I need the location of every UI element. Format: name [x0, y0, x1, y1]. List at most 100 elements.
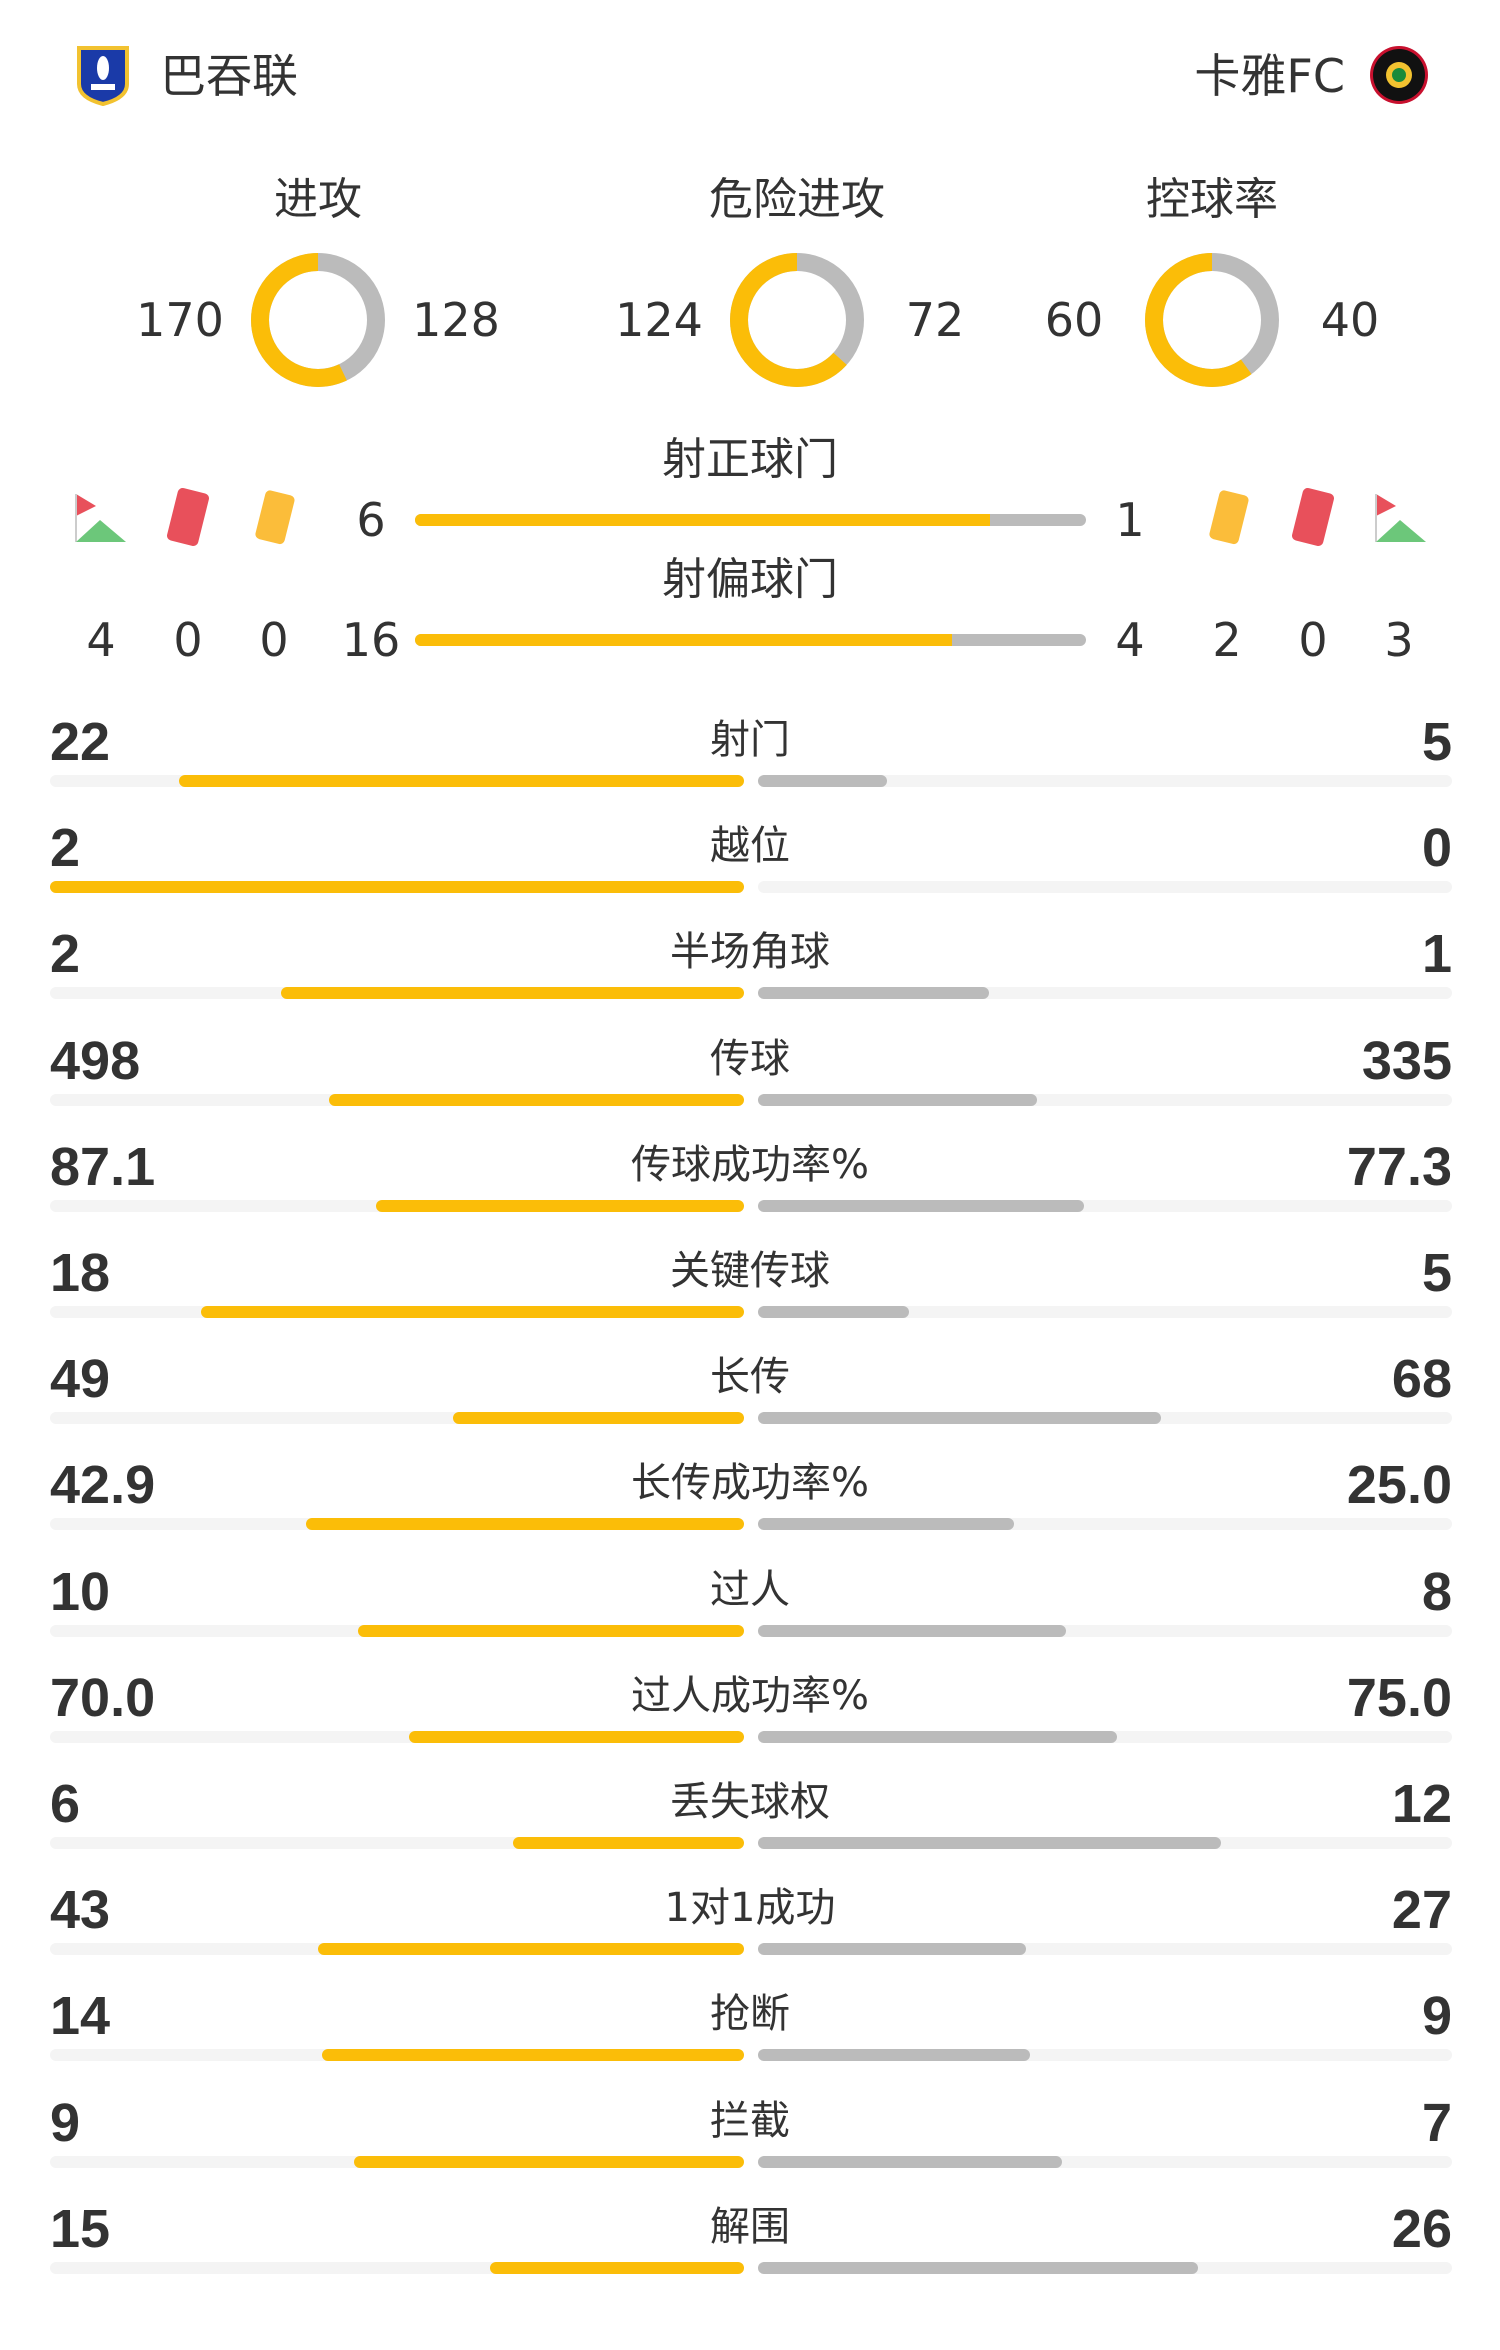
donut-title: 控球率: [1146, 174, 1278, 225]
stat-home-fill: [50, 881, 744, 894]
stat-away-fill: [758, 2049, 1030, 2062]
stat-home-fill: [490, 2261, 744, 2274]
donut-home-arc: [1145, 253, 1279, 387]
shots-off-target-fill: [415, 634, 952, 646]
stat-away-value: 5: [1421, 712, 1452, 772]
stat-away-bar: [758, 1306, 1452, 1318]
stat-away-value: 77.3: [1346, 1136, 1452, 1197]
stat-away-bar: [758, 1412, 1452, 1425]
stat-label: 传球: [710, 1035, 790, 1082]
stat-home-value: 2: [50, 818, 81, 879]
stat-home-bar: [50, 1306, 744, 1318]
stat-away-value: 335: [1361, 1030, 1452, 1091]
shots-on-target-fill: [415, 514, 991, 526]
stat-away-bar: [758, 1624, 1452, 1637]
stat-home-bar: [50, 1412, 744, 1425]
home-yellow-cards: 0: [259, 613, 289, 667]
stat-home-fill: [305, 1518, 744, 1531]
stat-away-value: 27: [1391, 1880, 1452, 1941]
stat-home-value: 6: [50, 1774, 81, 1834]
stat-home-bar: [50, 1837, 744, 1849]
corner-flag-icon: [72, 490, 128, 550]
stat-home-bar: [50, 1730, 744, 1743]
stat-home-value: 498: [50, 1030, 141, 1091]
stat-away-fill: [758, 1624, 1067, 1637]
donut-home-value: 170: [136, 293, 224, 347]
stat-away-value: 9: [1421, 1986, 1452, 2047]
away-red-cards: 0: [1298, 613, 1328, 667]
donut-away-value: 72: [905, 293, 965, 347]
home-corners: 4: [86, 613, 116, 667]
shots-off-target-bar: [415, 634, 1086, 646]
stat-home-bar: [50, 881, 744, 894]
stat-away-value: 7: [1421, 2092, 1452, 2153]
home-team-name: 巴吞联: [160, 49, 298, 103]
red-card-icon: [160, 486, 216, 547]
stat-label: 解围: [710, 2203, 790, 2250]
stat-away-value: 5: [1421, 1243, 1452, 1303]
stat-home-bar: [50, 2049, 744, 2062]
away-shots-off-target: 4: [1115, 613, 1145, 667]
stat-home-bar: [50, 775, 744, 787]
stat-home-fill: [376, 1199, 744, 1212]
shots-off-target-label: 射偏球门: [662, 554, 838, 605]
stat-label: 传球成功率%: [630, 1141, 869, 1188]
stat-home-fill: [281, 987, 744, 1000]
home-red-cards: 0: [173, 613, 203, 667]
stat-label: 1对1成功: [664, 1885, 836, 1932]
stat-home-fill: [200, 1306, 744, 1318]
away-team-name: 卡雅FC: [1194, 49, 1345, 103]
stat-away-fill: [758, 1837, 1221, 1849]
stat-away-fill: [758, 1306, 909, 1318]
donut-away-value: 128: [412, 293, 500, 347]
red-card-icon: [1285, 486, 1341, 547]
stat-away-value: 68: [1391, 1349, 1452, 1410]
stat-home-value: 9: [50, 2092, 81, 2153]
corner-flag-icon: [1372, 490, 1428, 550]
stat-away-fill: [758, 2155, 1062, 2168]
stat-home-value: 10: [50, 1561, 111, 1622]
donut-chart: [1145, 253, 1279, 387]
stat-away-fill: [758, 1518, 1014, 1531]
stat-away-bar: [758, 987, 1452, 1000]
stat-home-value: 2: [50, 924, 81, 985]
stat-label: 过人成功率%: [630, 1672, 869, 1719]
stat-away-bar: [758, 1199, 1452, 1212]
home-shots-on-target: 6: [356, 493, 386, 547]
stat-away-bar: [758, 2155, 1452, 2168]
shots-on-target-label: 射正球门: [662, 434, 838, 485]
stat-away-fill: [758, 1093, 1038, 1106]
stat-home-bar: [50, 1624, 744, 1637]
stat-away-fill: [758, 2261, 1199, 2274]
stat-home-value: 42.9: [50, 1455, 156, 1516]
away-team-logo: [1368, 44, 1428, 106]
donut-home-arc: [730, 253, 864, 387]
donut-title: 进攻: [274, 174, 362, 225]
yellow-card-icon: [246, 486, 302, 546]
stat-label: 越位: [710, 823, 790, 870]
stat-away-value: 0: [1421, 818, 1452, 879]
stat-label: 长传: [710, 1354, 790, 1401]
stat-home-bar: [50, 1093, 744, 1106]
stat-label: 关键传球: [670, 1248, 830, 1294]
away-shots-on-target: 1: [1115, 493, 1145, 547]
donut-chart: [730, 253, 864, 387]
stat-away-bar: [758, 1518, 1452, 1531]
stat-label: 长传成功率%: [630, 1460, 869, 1507]
stat-away-bar: [758, 775, 1452, 787]
stat-home-value: 43: [50, 1880, 111, 1941]
stat-label: 半场角球: [670, 929, 830, 976]
stat-home-fill: [512, 1837, 744, 1849]
stat-home-fill: [329, 1093, 744, 1106]
stat-away-value: 12: [1391, 1774, 1452, 1834]
stat-home-fill: [353, 2155, 744, 2168]
stat-home-value: 18: [50, 1243, 111, 1303]
stat-home-value: 22: [50, 712, 111, 772]
stat-away-value: 75.0: [1346, 1667, 1452, 1728]
away-yellow-cards: 2: [1212, 613, 1242, 667]
stat-away-value: 25.0: [1346, 1455, 1452, 1516]
stat-label: 抢断: [710, 1991, 790, 2038]
stat-away-value: 1: [1421, 924, 1452, 985]
stat-away-fill: [758, 987, 990, 1000]
shots-on-target-bar: [415, 514, 1086, 526]
